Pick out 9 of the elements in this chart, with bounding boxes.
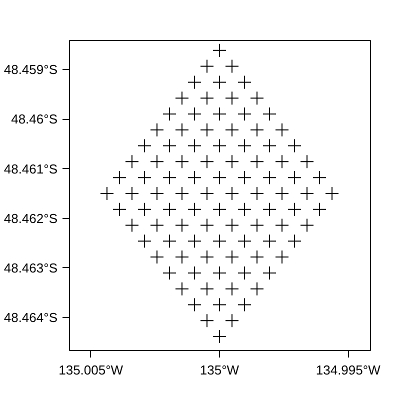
y-tick-label: 48.46°S (11, 112, 58, 127)
y-tick-label: 48.461°S (4, 161, 58, 176)
x-tick-label: 135.005°W (58, 362, 124, 378)
y-tick-label: 48.464°S (4, 310, 58, 325)
x-tick-label: 135°W (200, 362, 240, 378)
y-tick-label: 48.463°S (4, 260, 58, 276)
y-tick-label: 48.462°S (4, 210, 58, 226)
x-tick-label: 134.995°W (316, 362, 382, 378)
y-tick-label: 48.459°S (4, 62, 58, 78)
